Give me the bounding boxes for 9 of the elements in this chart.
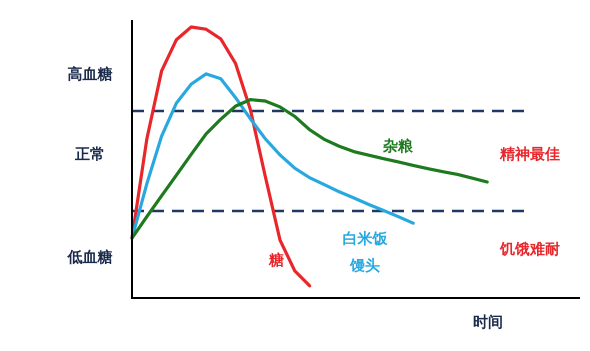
series-label: 白米饭馒头 (342, 229, 389, 274)
series-label: 糖 (268, 250, 284, 269)
text: 低血糖 (66, 248, 112, 266)
text: 高血糖 (68, 65, 112, 84)
text: 正常 (74, 145, 105, 164)
series-label: 杂粮 (382, 137, 414, 156)
text: 饥饿难耐 (499, 240, 560, 258)
x-axis-title: 时间 (473, 313, 503, 332)
text: 精神最佳 (499, 145, 560, 164)
